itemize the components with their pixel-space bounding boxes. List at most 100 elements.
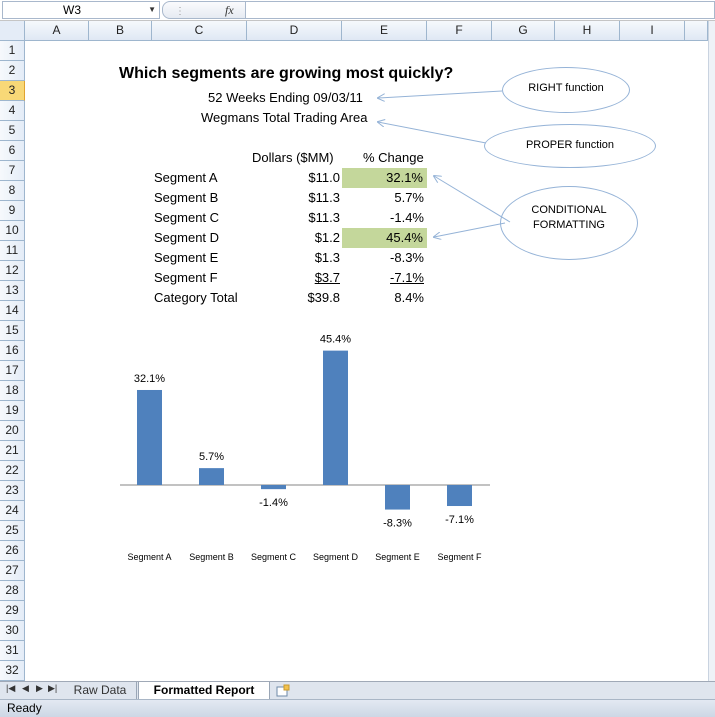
sheet-tab-formatted-report[interactable]: Formatted Report bbox=[138, 682, 270, 699]
segment-label: Segment C bbox=[154, 210, 220, 225]
column-header-e[interactable]: E bbox=[342, 21, 427, 41]
row-header-4[interactable]: 4 bbox=[0, 101, 25, 121]
row-header-13[interactable]: 13 bbox=[0, 281, 25, 301]
segment-label: Segment D bbox=[154, 230, 220, 245]
row-header-25[interactable]: 25 bbox=[0, 521, 25, 541]
row-header-10[interactable]: 10 bbox=[0, 221, 25, 241]
row-header-17[interactable]: 17 bbox=[0, 361, 25, 381]
chart-bar bbox=[447, 485, 472, 507]
row-header-18[interactable]: 18 bbox=[0, 381, 25, 401]
segment-dollars: $3.7 bbox=[314, 270, 340, 285]
chart-data-label: -7.1% bbox=[445, 514, 474, 526]
vertical-scrollbar[interactable] bbox=[708, 21, 715, 681]
chart-category-label: Segment A bbox=[127, 552, 171, 562]
callout-right-label: RIGHT function bbox=[528, 82, 604, 94]
column-header-b[interactable]: B bbox=[89, 21, 152, 41]
category-total-change: 8.4% bbox=[394, 290, 424, 305]
row-header-27[interactable]: 27 bbox=[0, 561, 25, 581]
segment-label: Segment B bbox=[154, 190, 219, 205]
report-subtitle-area: Wegmans Total Trading Area bbox=[201, 110, 368, 125]
row-header-14[interactable]: 14 bbox=[0, 301, 25, 321]
last-sheet-icon[interactable]: ▶| bbox=[48, 683, 58, 693]
row-header-15[interactable]: 15 bbox=[0, 321, 25, 341]
row-header-7[interactable]: 7 bbox=[0, 161, 25, 181]
insert-sheet-button[interactable] bbox=[272, 682, 294, 699]
next-sheet-icon[interactable]: ▶ bbox=[36, 683, 43, 693]
prev-sheet-icon[interactable]: ◀ bbox=[22, 683, 29, 693]
column-header-change: % Change bbox=[363, 150, 424, 165]
chart-bar bbox=[323, 350, 348, 485]
segment-growth-chart[interactable]: 32.1% Segment A 5.7% Segment B -1.4% Segment … bbox=[115, 325, 505, 575]
status-bar: Ready bbox=[0, 699, 715, 717]
callout-conditional-formatting[interactable]: CONDITIONAL FORMATTING bbox=[500, 186, 638, 260]
chart-bar bbox=[137, 389, 162, 485]
segment-label: Segment F bbox=[154, 270, 218, 285]
column-header-a[interactable]: A bbox=[25, 21, 89, 41]
row-header-28[interactable]: 28 bbox=[0, 581, 25, 601]
insert-sheet-icon bbox=[276, 684, 290, 697]
chart-data-label: 32.1% bbox=[134, 373, 165, 385]
chart-bar bbox=[199, 468, 224, 485]
column-header-g[interactable]: G bbox=[492, 21, 555, 41]
conditional-arrow-a bbox=[434, 176, 511, 223]
chart-category-label: Segment B bbox=[189, 552, 234, 562]
segment-dollars: $11.3 bbox=[308, 190, 340, 205]
row-header-6[interactable]: 6 bbox=[0, 141, 25, 161]
column-header-f[interactable]: F bbox=[427, 21, 492, 41]
insert-function-button[interactable]: fx bbox=[225, 3, 234, 17]
chart-data-label: 45.4% bbox=[320, 334, 351, 346]
segment-change: 45.4% bbox=[342, 228, 427, 248]
category-total-dollars: $39.8 bbox=[307, 290, 340, 305]
segment-dollars: $1.2 bbox=[314, 230, 340, 245]
row-header-12[interactable]: 12 bbox=[0, 261, 25, 281]
row-header-31[interactable]: 31 bbox=[0, 641, 25, 661]
callout-proper-label: PROPER function bbox=[525, 139, 615, 151]
row-header-2[interactable]: 2 bbox=[0, 61, 25, 81]
row-header-3[interactable]: 3 bbox=[0, 81, 25, 101]
row-header-8[interactable]: 8 bbox=[0, 181, 25, 201]
segment-change: 32.1% bbox=[342, 168, 427, 188]
row-header-23[interactable]: 23 bbox=[0, 481, 25, 501]
row-header-21[interactable]: 21 bbox=[0, 441, 25, 461]
column-header-i[interactable]: I bbox=[620, 21, 685, 41]
chart-category-label: Segment C bbox=[251, 552, 297, 562]
row-header-19[interactable]: 19 bbox=[0, 401, 25, 421]
row-header-30[interactable]: 30 bbox=[0, 621, 25, 641]
row-header-9[interactable]: 9 bbox=[0, 201, 25, 221]
column-header-c[interactable]: C bbox=[152, 21, 247, 41]
row-header-22[interactable]: 22 bbox=[0, 461, 25, 481]
segment-label: Segment E bbox=[154, 250, 219, 265]
select-all-corner[interactable] bbox=[0, 21, 25, 41]
row-header-20[interactable]: 20 bbox=[0, 421, 25, 441]
right-function-arrow bbox=[378, 90, 503, 98]
report-subtitle-period: 52 Weeks Ending 09/03/11 bbox=[208, 90, 363, 105]
column-header-next[interactable] bbox=[685, 21, 708, 41]
chevron-down-icon[interactable]: ▼ bbox=[148, 5, 156, 14]
row-header-16[interactable]: 16 bbox=[0, 341, 25, 361]
row-header-11[interactable]: 11 bbox=[0, 241, 25, 261]
resize-handle-icon[interactable]: ⋮ bbox=[175, 6, 186, 17]
segment-dollars: $1.3 bbox=[314, 250, 340, 265]
sheet-tab-bar: |◀ ◀ ▶ ▶| Raw Data Formatted Report bbox=[0, 681, 715, 700]
name-box[interactable]: W3 ▼ bbox=[2, 1, 160, 19]
row-header-26[interactable]: 26 bbox=[0, 541, 25, 561]
row-header-32[interactable]: 32 bbox=[0, 661, 25, 681]
callout-right-function[interactable]: RIGHT function bbox=[502, 67, 630, 113]
column-header-h[interactable]: H bbox=[555, 21, 620, 41]
chart-bar bbox=[261, 485, 286, 490]
column-header-d[interactable]: D bbox=[247, 21, 342, 41]
first-sheet-icon[interactable]: |◀ bbox=[6, 683, 16, 693]
report-title: Which segments are growing most quickly? bbox=[119, 65, 454, 82]
row-header-24[interactable]: 24 bbox=[0, 501, 25, 521]
row-header-1[interactable]: 1 bbox=[0, 41, 25, 61]
category-total-label: Category Total bbox=[154, 290, 238, 305]
row-header-29[interactable]: 29 bbox=[0, 601, 25, 621]
segment-change: 5.7% bbox=[394, 190, 424, 205]
sheet-tab-raw-data[interactable]: Raw Data bbox=[64, 682, 137, 699]
chart-category-label: Segment E bbox=[375, 552, 420, 562]
column-header-dollars: Dollars ($MM) bbox=[252, 150, 334, 165]
segment-change: -1.4% bbox=[390, 210, 424, 225]
row-header-5[interactable]: 5 bbox=[0, 121, 25, 141]
callout-proper-function[interactable]: PROPER function bbox=[484, 124, 656, 168]
